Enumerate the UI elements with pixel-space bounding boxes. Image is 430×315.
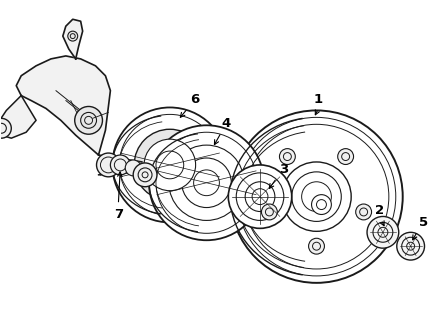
Circle shape (397, 232, 424, 260)
Circle shape (228, 165, 292, 228)
Text: 3: 3 (279, 163, 288, 176)
Polygon shape (0, 95, 36, 138)
Circle shape (230, 111, 403, 283)
Text: 6: 6 (190, 94, 199, 106)
Circle shape (112, 107, 227, 222)
Circle shape (75, 106, 102, 134)
Text: 1: 1 (314, 94, 323, 106)
Circle shape (309, 238, 324, 254)
Circle shape (312, 195, 332, 215)
Text: 5: 5 (418, 216, 428, 229)
Circle shape (125, 160, 141, 176)
Polygon shape (63, 19, 83, 59)
Circle shape (111, 155, 130, 175)
Polygon shape (16, 56, 111, 155)
Circle shape (280, 149, 295, 164)
Circle shape (338, 149, 353, 164)
Circle shape (149, 125, 264, 240)
Circle shape (133, 163, 157, 187)
Circle shape (356, 204, 372, 220)
Circle shape (134, 129, 206, 201)
Circle shape (68, 31, 78, 41)
Circle shape (261, 204, 277, 220)
Circle shape (367, 216, 399, 248)
Text: 7: 7 (114, 208, 123, 220)
Circle shape (0, 118, 11, 138)
Text: 2: 2 (375, 204, 384, 217)
Circle shape (96, 153, 120, 177)
Circle shape (144, 139, 196, 191)
Text: 4: 4 (221, 117, 230, 130)
